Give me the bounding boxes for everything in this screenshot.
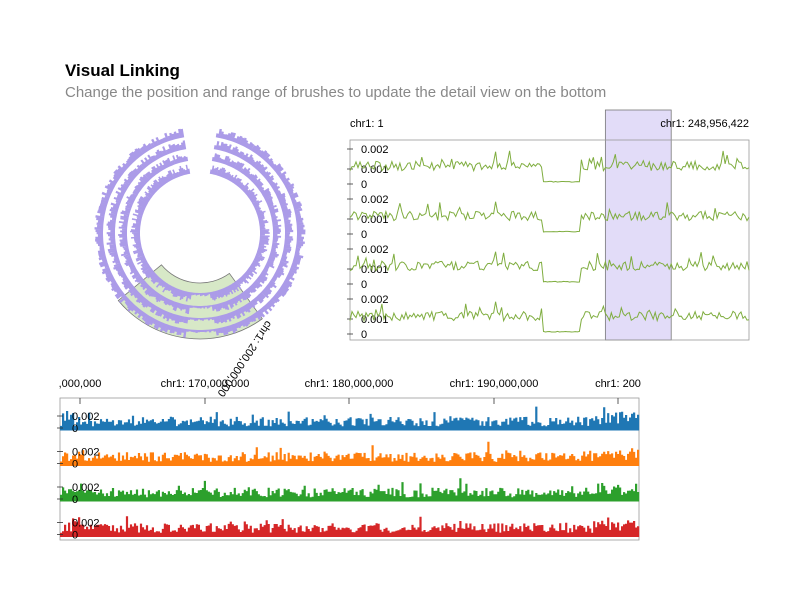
linear-series-3 — [349, 251, 750, 283]
linear-brush — [604, 109, 672, 341]
detail-series-1 — [60, 406, 640, 431]
detail-xtick-label: chr1: 200 — [595, 378, 641, 390]
detail-xtick-label: chr1: 170,000,000 — [161, 378, 250, 390]
linear-overview: chr1: 1 chr1: 248,956,422 0.002 0.001 0 0.002… — [347, 109, 750, 341]
linear-ytick-label: 0.002 — [361, 294, 389, 306]
detail-ytick-label: 0 — [72, 423, 78, 435]
detail-ytick-label: 0.002 — [72, 447, 100, 459]
linear-ytick-label: 0.001 — [361, 164, 389, 176]
linear-series-2 — [349, 201, 750, 233]
circular-overview: chr1: 200,000,000 — [94, 128, 306, 399]
linear-ytick-label: 0 — [361, 229, 367, 241]
linear-ytick-label: 0.002 — [361, 244, 389, 256]
detail-ytick-label: 0 — [72, 530, 78, 542]
detail-xtick-label: ,000,000 — [59, 378, 102, 390]
detail-series-4 — [60, 516, 640, 537]
linear-end-label: chr1: 248,956,422 — [660, 118, 749, 130]
linear-ytick-label: 0.002 — [361, 194, 389, 206]
detail-ytick-label: 0.002 — [72, 518, 100, 530]
linear-ytick-label: 0 — [361, 329, 367, 341]
detail-series-2 — [60, 441, 640, 466]
linear-frame — [349, 139, 750, 341]
detail-frame — [59, 397, 640, 541]
linear-ytick-label: 0 — [361, 279, 367, 291]
detail-xtick-label: chr1: 180,000,000 — [305, 378, 394, 390]
detail-ytick-label: 0.002 — [72, 482, 100, 494]
detail-ytick-label: 0 — [72, 459, 78, 471]
linear-series-1 — [349, 150, 750, 183]
detail-xtick-label: chr1: 190,000,000 — [450, 378, 539, 390]
page-title: Visual Linking — [65, 61, 180, 80]
detail-ytick-label: 0.002 — [72, 411, 100, 423]
page-subtitle: Change the position and range of brushes… — [65, 84, 607, 101]
linear-start-label: chr1: 1 — [350, 118, 384, 130]
detail-ytick-label: 0 — [72, 494, 78, 506]
linear-series-4 — [349, 301, 750, 333]
detail-series-3 — [60, 478, 640, 502]
linear-ytick-label: 0 — [361, 179, 367, 191]
linear-ytick-label: 0.002 — [361, 144, 389, 156]
detail-view: ,000,000 chr1: 170,000,000 chr1: 180,000,0… — [57, 378, 641, 542]
